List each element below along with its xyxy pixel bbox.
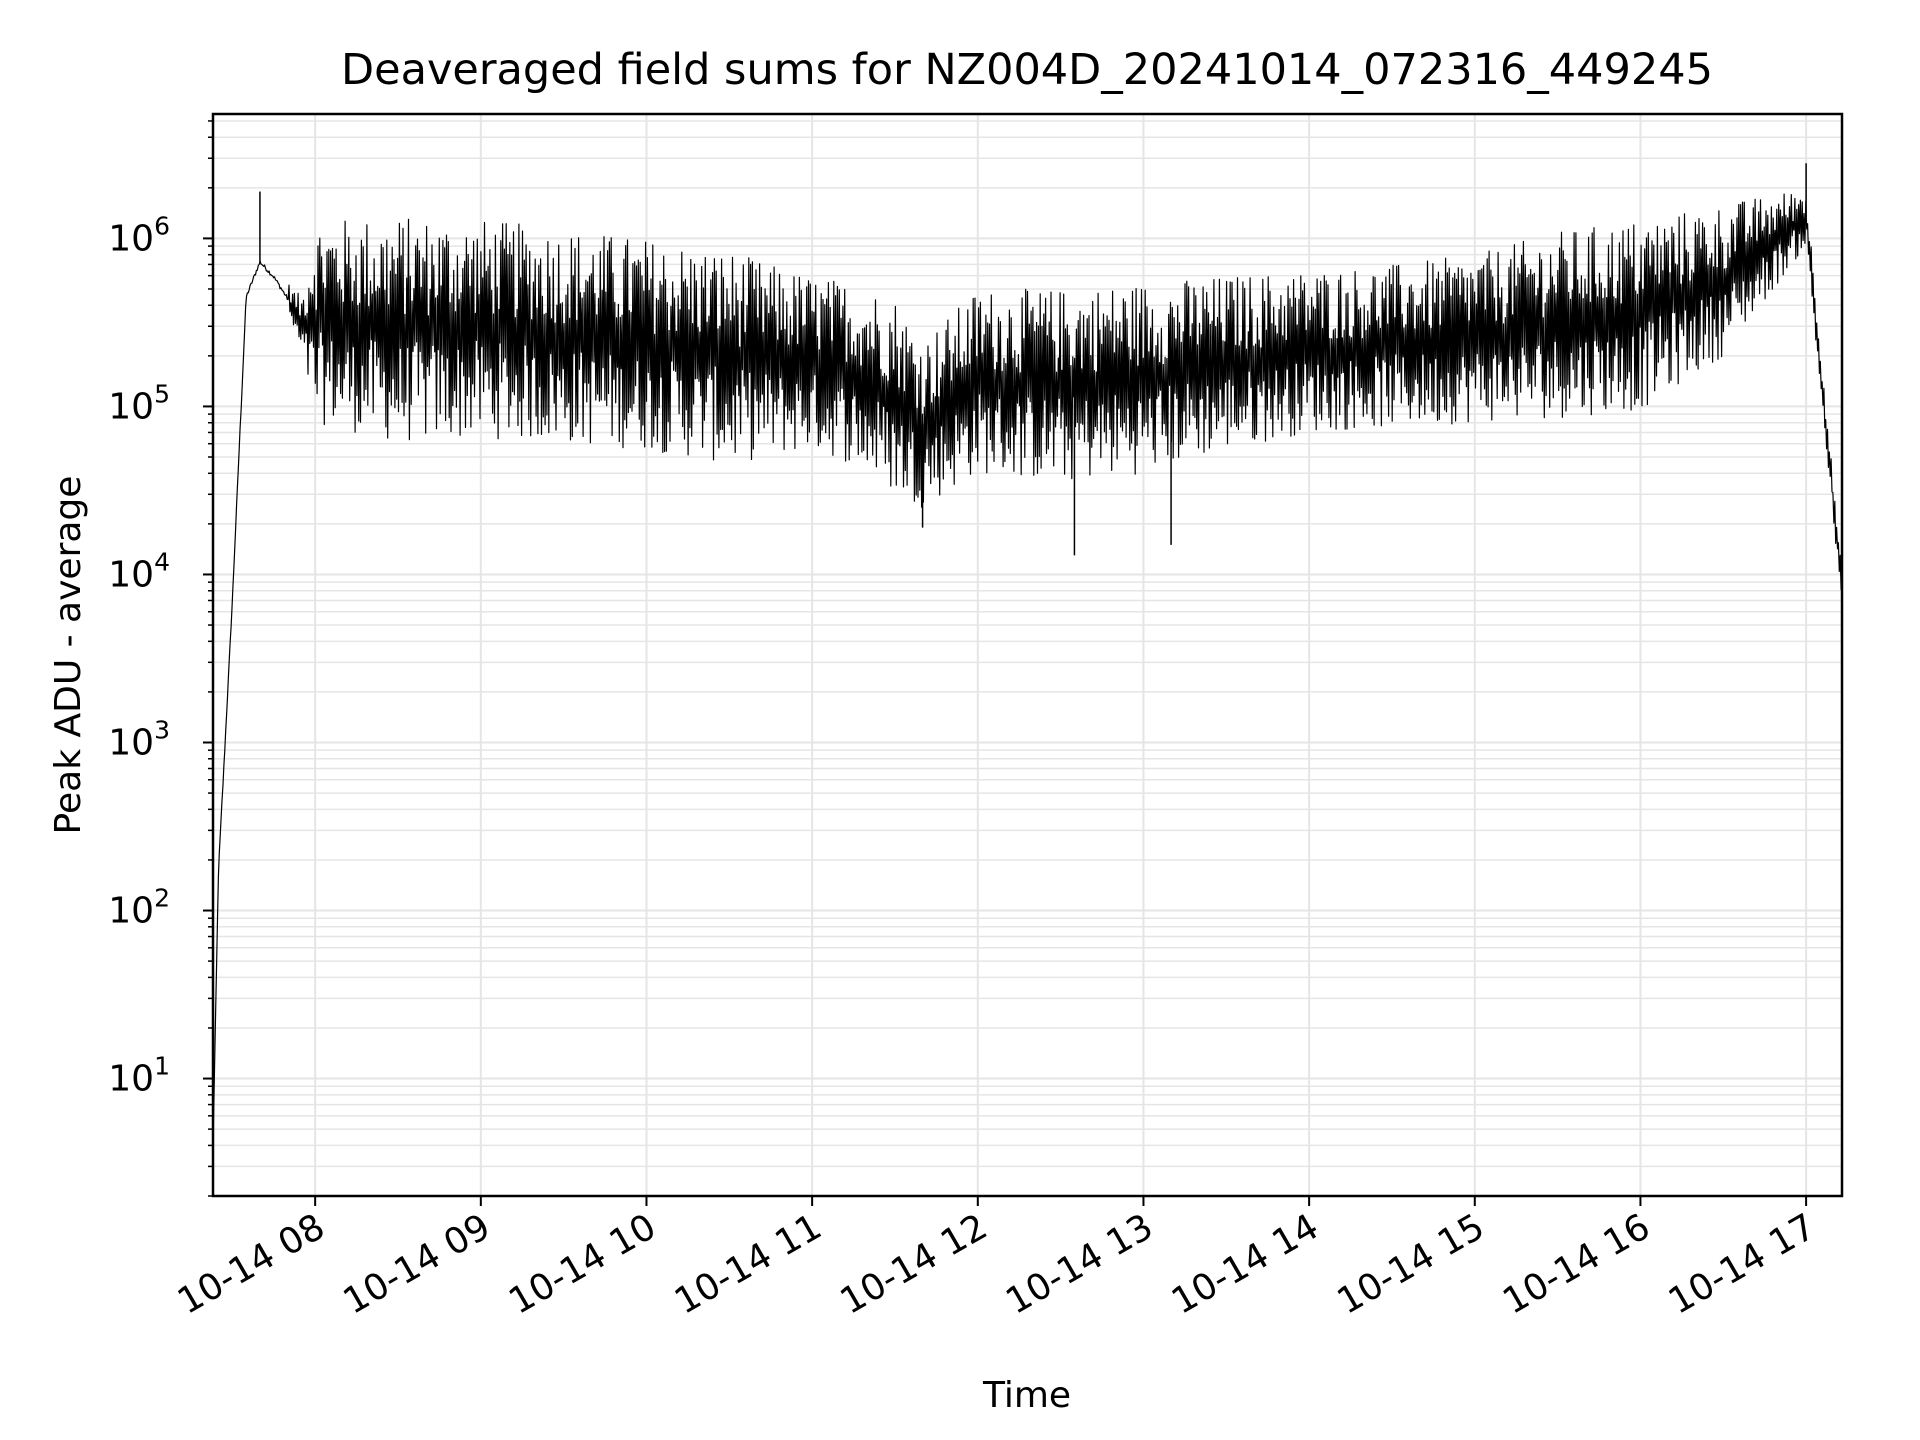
y-axis-label: Peak ADU - average [48,476,89,835]
y-tick-label: 104 [108,547,170,595]
y-tick-label: 106 [108,211,170,259]
y-tick-label: 103 [108,715,170,763]
plot-area [212,163,1843,1145]
series-line [212,193,1843,1145]
y-tick-label: 102 [108,884,170,932]
plot-frame [211,112,1844,1198]
y-tick-label: 101 [108,1052,170,1100]
x-axis-label: Time [982,1375,1071,1416]
chart-title: Deaveraged field sums for NZ004D_2024101… [341,45,1713,95]
y-axis: 101 102 103 104 105 106 [108,120,213,1197]
y-tick-label: 105 [108,379,170,427]
